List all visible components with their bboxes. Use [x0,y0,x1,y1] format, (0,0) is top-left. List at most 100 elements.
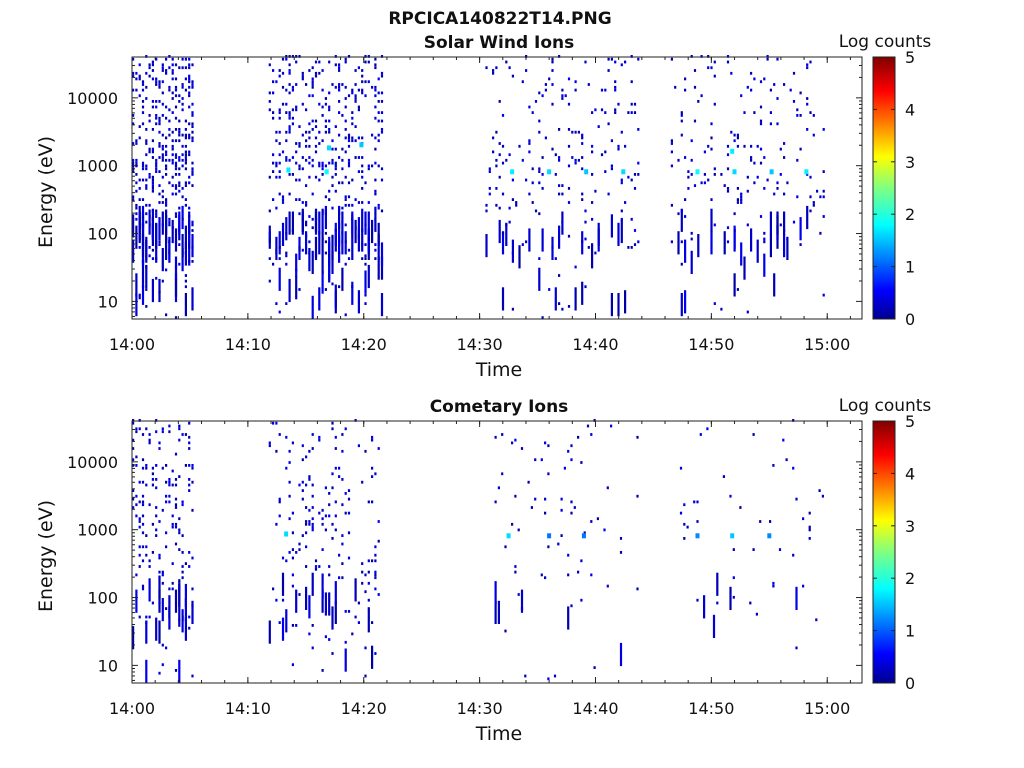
count-cell [165,201,168,204]
count-cell [171,77,174,81]
count-cell [374,85,377,89]
count-cell [174,184,178,187]
count-cell [354,198,357,201]
count-cell [341,433,344,436]
count-cell [305,234,308,238]
count-cell [806,97,809,100]
count-cell [148,150,151,154]
count-cell [324,164,327,168]
count-cell [145,153,148,157]
count-cell [181,153,184,157]
count-cell [268,237,271,241]
count-cell [351,91,354,95]
count-cell [191,63,194,67]
count-cell [670,150,673,154]
count-cell [281,102,285,106]
count-cell [792,71,796,75]
count-cell [171,144,174,148]
count-cell [700,94,703,98]
count-cell [586,424,590,428]
count-cell [590,573,593,577]
count-cell [314,125,318,128]
count-cell [188,489,191,492]
count-cell [809,195,812,199]
count-cell [591,144,594,148]
count-cell [135,589,138,613]
count-cell [155,77,158,81]
count-cell [148,175,151,179]
count-cell [188,260,191,263]
count-cell [165,153,168,157]
count-cell [361,136,364,140]
count-cell [377,164,380,168]
count-cell [158,184,161,187]
count-cell [181,576,184,580]
count-cell [272,111,275,114]
count-cell [155,167,158,171]
count-cell [291,85,294,89]
count-cell [630,55,633,58]
count-cell [779,147,782,151]
count-cell [819,195,822,199]
count-cell [739,506,742,509]
count-cell [138,246,141,249]
count-cell [324,240,327,244]
count-cell [544,83,547,86]
count-cell [268,175,271,179]
count-cell [174,77,178,81]
count-cell [178,211,181,235]
count-cell [690,231,693,235]
count-cell [184,153,187,157]
count-cell [311,528,314,532]
count-cell [684,198,687,201]
count-cell [165,211,168,235]
count-cell [806,128,809,131]
count-cell [165,198,168,201]
count-cell [148,147,151,151]
count-cell [759,105,763,109]
count-cell [145,220,148,224]
count-cell [567,201,571,204]
x-tick-label: 14:00 [109,699,155,718]
count-cell [148,438,151,442]
count-cell [301,480,304,484]
count-cell [577,158,580,162]
count-cell [525,240,528,244]
count-cell [759,147,763,151]
x-tick-label: 15:00 [804,335,850,354]
count-cell [314,251,318,255]
count-cell [374,559,377,563]
count-cell [158,620,161,644]
count-cell [135,464,138,467]
count-cell [351,178,354,182]
count-cell [620,181,623,185]
count-cell [763,77,766,81]
count-cell [188,215,191,218]
hot-spot-cell [730,533,735,539]
count-cell [548,77,551,81]
count-cell [191,234,194,258]
count-cell [311,119,314,123]
count-cell [165,237,168,241]
count-cell [334,85,337,89]
count-cell [508,153,511,157]
count-cell [178,427,181,431]
count-cell [191,130,194,134]
count-cell [141,83,145,86]
count-cell [377,139,380,143]
count-cell [305,83,308,86]
count-cell [281,71,285,75]
x-tick-label: 14:10 [225,335,271,354]
count-cell [141,122,145,126]
count-cell [191,139,194,143]
count-cell [311,483,314,487]
count-cell [184,225,187,249]
count-cell [494,435,497,439]
count-cell [151,156,154,159]
count-cell [178,206,181,210]
count-cell [367,609,370,633]
count-cell [278,257,281,260]
count-cell [511,198,514,201]
count-cell [285,302,288,305]
count-cell [680,208,683,232]
